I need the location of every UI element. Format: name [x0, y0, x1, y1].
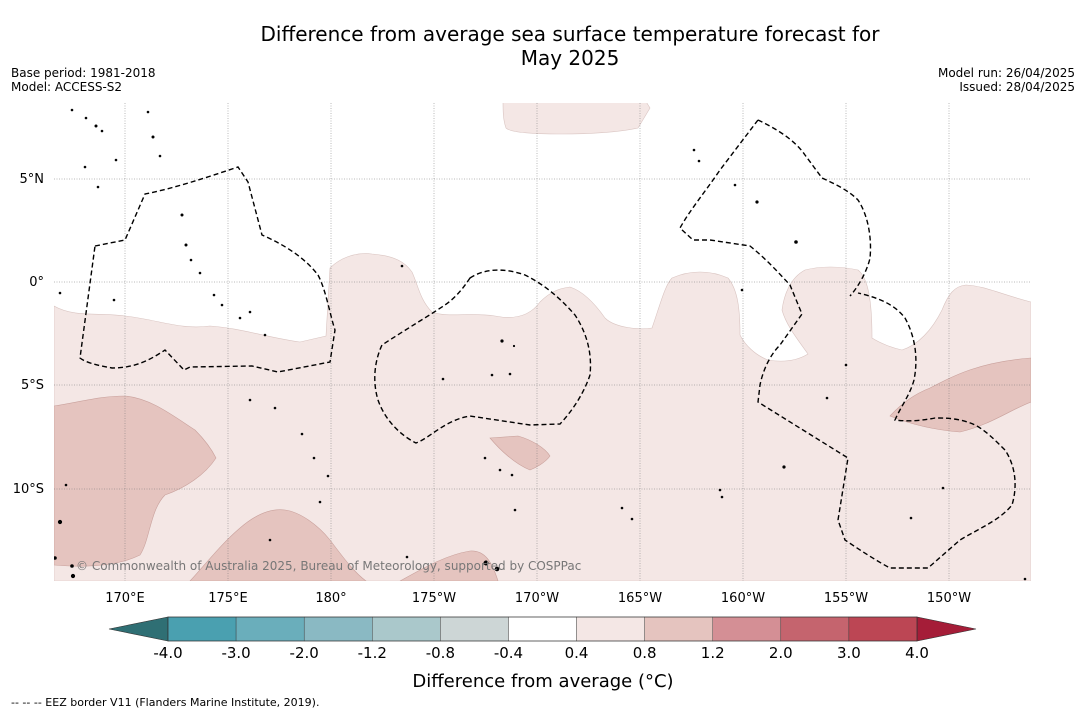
- colorbar-bin: [167, 616, 237, 642]
- colorbar-bin: [712, 616, 782, 642]
- anomaly-patch-center: [489, 435, 551, 471]
- colorbar-tick-label: 4.0: [905, 644, 929, 662]
- colorbar-bin: [440, 616, 509, 642]
- eez-border-tokelau: [374, 269, 592, 444]
- colorbar-frame: [167, 616, 918, 642]
- colorbar-bins: [167, 616, 918, 642]
- eez-border-kiribati-line: [757, 119, 872, 297]
- colorbar-tick-label: 0.4: [565, 644, 589, 662]
- colorbar-bin: [848, 616, 918, 642]
- colorbar-bin: [576, 616, 645, 642]
- colorbar: -4.0 -3.0 -2.0 -1.2 -0.8 -0.4 0.4 0.8 1.2 2.0 3.0 4…: [108, 616, 977, 692]
- model-run-text: Model run: 26/04/2025: [937, 66, 1075, 80]
- colorbar-ticks: -4.0 -3.0 -2.0 -1.2 -0.8 -0.4 0.4 0.8 1.2 2.0 3.0 4…: [153, 644, 929, 662]
- issued-text: Issued: 28/04/2025: [959, 80, 1075, 94]
- lon-label-165w: 165°W: [618, 591, 662, 606]
- eez-border-kiribati-line-north: [679, 119, 1016, 569]
- title-line-1: Difference from average sea surface temp…: [260, 22, 880, 46]
- colorbar-tick-label: 3.0: [837, 644, 861, 662]
- longitude-labels: 170°E 175°E 180° 175°W 170°W 165°W 160°W…: [105, 591, 971, 606]
- lon-label-160w: 160°W: [721, 591, 765, 606]
- anomaly-region-south-center: [399, 550, 499, 581]
- latitude-labels: 5°N 0° 5°S 10°S: [13, 172, 44, 497]
- colorbar-tick-label: -1.2: [358, 644, 387, 662]
- gridlines: [54, 103, 1031, 581]
- map-area: © Commonwealth of Australia 2025, Bureau…: [54, 103, 1031, 581]
- anomaly-region-east: [889, 357, 1031, 433]
- colorbar-bin: [303, 616, 373, 642]
- colorbar-tick-label: -0.8: [426, 644, 455, 662]
- lon-label-175w: 175°W: [412, 591, 456, 606]
- colorbar-bin: [780, 616, 850, 642]
- colorbar-tick-label: -3.0: [221, 644, 250, 662]
- copyright-notice: © Commonwealth of Australia 2025, Bureau…: [76, 559, 581, 573]
- colorbar-label: Difference from average (°C): [412, 671, 673, 692]
- title-line-2: May 2025: [520, 46, 620, 70]
- colorbar-bin: [372, 616, 441, 642]
- colorbar-bin: [644, 616, 713, 642]
- model-text: Model: ACCESS-S2: [11, 80, 123, 94]
- colorbar-tick-label: 2.0: [769, 644, 793, 662]
- anomaly-patch-north: [502, 103, 651, 135]
- lon-label-150w: 150°W: [927, 591, 971, 606]
- colorbar-tick-label: -0.4: [494, 644, 523, 662]
- colorbar-bin: [508, 616, 577, 642]
- colorbar-tick-label: 1.2: [701, 644, 725, 662]
- eez-borders: [79, 119, 1016, 569]
- lat-label-0: 0°: [29, 275, 44, 290]
- lon-label-170e: 170°E: [105, 591, 145, 606]
- islands: [54, 108, 1027, 581]
- eez-border-kiribati-gilbert: [79, 166, 336, 373]
- meta-right: Model run: 26/04/2025 Issued: 28/04/2025: [938, 66, 1075, 94]
- anomaly-region-light: [54, 253, 1031, 581]
- anomaly-region-south: [189, 509, 367, 581]
- colorbar-tick-label: -2.0: [290, 644, 319, 662]
- lat-label-10s: 10°S: [13, 482, 44, 497]
- lon-label-170w: 170°W: [515, 591, 559, 606]
- colorbar-bin: [235, 616, 305, 642]
- colorbar-extend-low: [108, 616, 169, 642]
- base-period-text: Base period: 1981-2018: [11, 66, 156, 80]
- chart-title: Difference from average sea surface temp…: [0, 22, 1085, 70]
- eez-footnote: -- -- -- EEZ border V11 (Flanders Marine…: [11, 696, 320, 709]
- colorbar-tick-label: 0.8: [633, 644, 657, 662]
- lon-label-180: 180°: [315, 591, 346, 606]
- lon-label-155w: 155°W: [824, 591, 868, 606]
- lat-label-5n: 5°N: [20, 172, 45, 187]
- lon-label-175e: 175°E: [208, 591, 248, 606]
- colorbar-extend-high: [916, 616, 977, 642]
- meta-left: Base period: 1981-2018 Model: ACCESS-S2: [11, 66, 156, 94]
- colorbar-tick-label: -4.0: [153, 644, 182, 662]
- lat-label-5s: 5°S: [21, 378, 44, 393]
